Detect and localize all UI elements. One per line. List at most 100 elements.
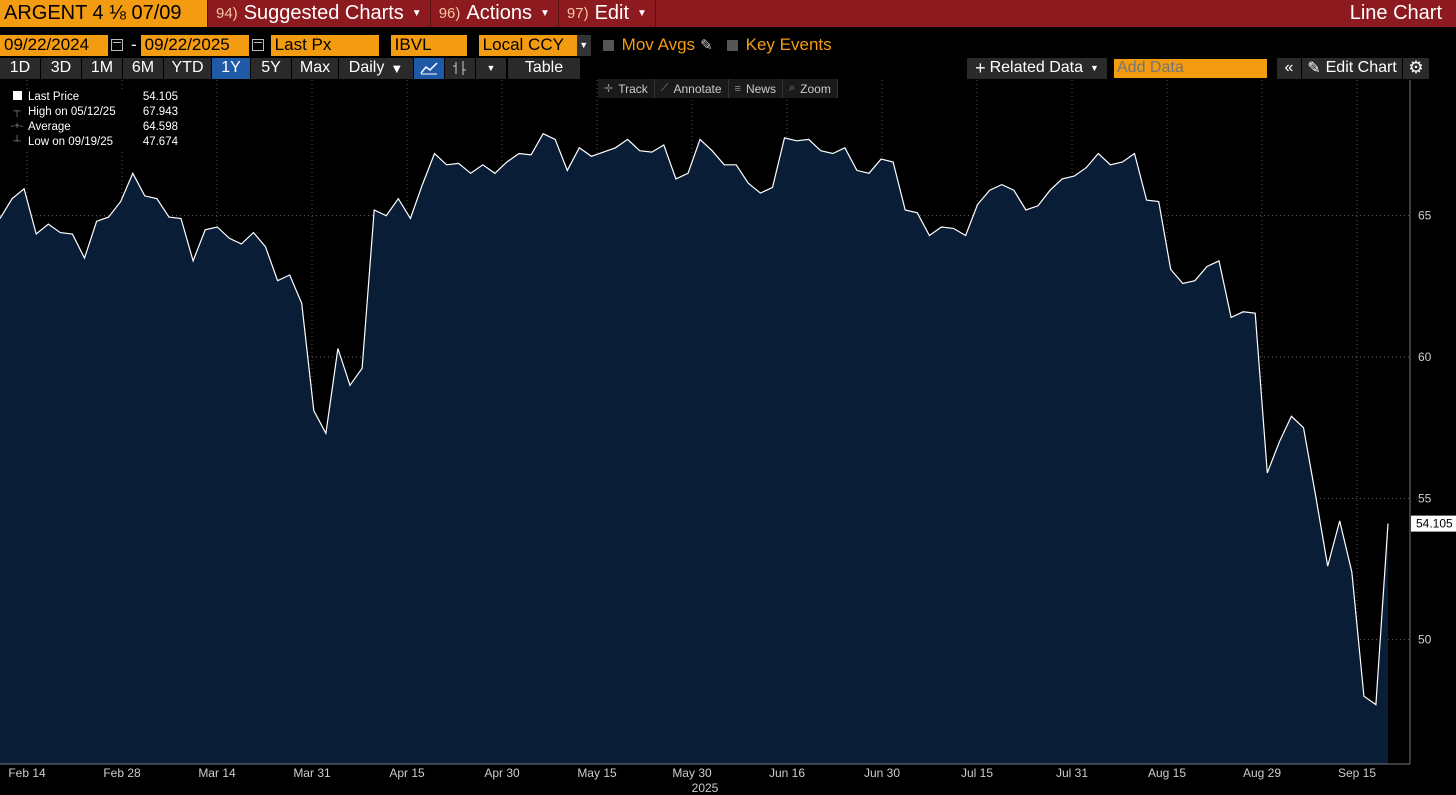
legend-value: 47.674 [142,135,178,148]
average-marker-icon: -+- [10,121,24,132]
news-label: News [745,81,776,96]
date-separator: - [131,35,137,54]
x-tick-label: Feb 14 [8,766,46,780]
legend-row-low: ┴ Low on 09/19/25 47.674 [6,134,178,149]
mov-avgs-label: Mov Avgs [621,35,696,54]
menu-label: Actions [466,2,532,24]
x-tick-label: Jul 15 [961,766,993,780]
legend-name: Last Price [28,90,80,103]
legend-value: 67.943 [142,105,178,118]
period-6m-button[interactable]: 6M [123,57,163,79]
period-1y-button[interactable]: 1Y [212,57,250,79]
caret-down-icon: ▼ [390,60,404,76]
related-data-button[interactable]: + Related Data ▼ [967,57,1107,79]
suggested-charts-menu[interactable]: 94) Suggested Charts ▼ [207,0,430,27]
calendar-icon[interactable] [251,39,264,51]
period-1m-button[interactable]: 1M [82,57,122,79]
x-tick-label: May 15 [577,766,617,780]
last-price-tag-text: 54.105 [1416,517,1453,531]
legend-name: High on 05/12/25 [28,105,116,118]
legend-value: 54.105 [142,90,178,103]
frequency-select[interactable]: Daily ▼ [339,57,413,79]
edit-chart-label: Edit Chart [1325,59,1397,76]
x-axis: Feb 14 Feb 28 Mar 14 Mar 31 Apr 15 Apr 30 May … [0,763,1410,795]
menu-label: Edit [594,2,630,24]
annotate-label: Annotate [673,81,722,96]
chart-type-title: Line Chart [1349,2,1442,24]
high-marker-icon: ┬ [13,106,21,117]
chevron-down-icon[interactable]: ▼ [476,57,506,79]
legend-name: Low on 09/19/25 [28,135,114,148]
caret-down-icon: ▼ [411,8,422,19]
period-3d-button[interactable]: 3D [41,57,81,79]
key-events-label: Key Events [745,35,832,54]
gear-icon[interactable]: ⚙ [1403,57,1429,79]
legend-marker [6,90,28,103]
security-ticker-field[interactable]: ARGENT 4 ⅛ 07/09 [0,0,207,27]
y-tick-label: 60 [1418,350,1432,364]
period-toolbar: 1D 3D 1M 6M YTD 1Y 5Y Max Daily ▼ ▼ Tabl… [0,57,1456,79]
y-tick-label: 55 [1418,491,1432,505]
menu-number: 94) [216,5,238,22]
related-data-label: Related Data [989,59,1083,76]
caret-down-icon: ▼ [1089,63,1099,73]
pencil-icon: ✎ [1307,60,1321,77]
caret-down-icon: ▼ [637,8,647,19]
crosshair-icon: ✛ [604,83,614,95]
end-date-field[interactable]: 09/22/2025 [140,34,249,56]
x-tick-label: Apr 30 [484,766,520,780]
y-tick-label: 50 [1418,633,1432,647]
pricing-source-field[interactable]: IBVL [390,34,467,56]
x-axis-year-label: 2025 [692,781,719,795]
caret-down-icon: ▼ [539,8,550,19]
checkbox[interactable] [726,39,738,51]
menu-number: 97) [566,5,589,22]
period-ytd-button[interactable]: YTD [164,57,211,79]
chart-tool-strip: ✛ Track ⟋ Annotate ≡ News ⌕ Zoom [598,79,838,98]
add-data-input[interactable] [1114,58,1267,78]
legend-row-high: ┬ High on 05/12/25 67.943 [6,104,178,119]
low-marker-icon: ┴ [13,136,21,147]
x-tick-label: Aug 15 [1148,766,1186,780]
edit-menu[interactable]: 97) Edit ▼ [557,0,656,27]
annotate-icon: ⟋ [660,82,669,94]
x-tick-label: Sep 15 [1338,766,1376,780]
toolbar-spacer [581,57,966,79]
x-tick-label: Jul 31 [1056,766,1088,780]
line-chart-icon[interactable] [414,57,444,79]
start-date-field[interactable]: 09/22/2024 [0,34,108,56]
price-chart[interactable]: 50 55 60 65 Feb 14 Feb 28 Mar 14 Mar 31 Apr 15 A… [0,80,1456,795]
collapse-icon[interactable]: « [1277,57,1301,79]
x-tick-label: Aug 29 [1243,766,1281,780]
x-tick-label: Feb 28 [103,766,141,780]
table-button[interactable]: Table [508,57,580,79]
legend-row-last: Last Price 54.105 [6,89,178,104]
calendar-icon[interactable] [111,39,123,51]
zoom-label: Zoom [800,81,831,96]
currency-select[interactable]: Local CCY [478,34,577,56]
news-tool[interactable]: ≡ News [729,79,783,98]
chevron-down-icon[interactable]: ▼ [576,34,591,56]
mov-avgs-toggle[interactable]: Mov Avgs ✎ [602,35,713,55]
x-tick-label: Apr 15 [389,766,425,780]
pencil-icon[interactable]: ✎ [700,37,713,54]
zoom-tool[interactable]: ⌕ Zoom [783,79,838,98]
key-events-toggle[interactable]: Key Events [726,35,832,55]
chart-legend: Last Price 54.105 ┬ High on 05/12/25 67.… [6,89,178,149]
track-tool[interactable]: ✛ Track [598,79,655,98]
bar-chart-icon[interactable] [445,57,475,79]
period-5y-button[interactable]: 5Y [251,57,291,79]
x-tick-label: Mar 14 [198,766,236,780]
annotate-tool[interactable]: ⟋ Annotate [655,79,729,98]
last-price-tag: 54.105 [1411,515,1456,532]
edit-chart-button[interactable]: ✎ Edit Chart [1302,57,1402,79]
x-tick-label: Jun 30 [864,766,900,780]
period-max-button[interactable]: Max [292,57,338,79]
field-select[interactable]: Last Px [270,34,379,56]
actions-menu[interactable]: 96) Actions ▼ [429,0,558,27]
top-menu-bar: ARGENT 4 ⅛ 07/09 94) Suggested Charts ▼ … [0,0,1456,27]
period-1d-button[interactable]: 1D [0,57,40,79]
legend-value: 64.598 [142,120,178,133]
checkbox[interactable] [602,39,614,51]
x-tick-label: Jun 16 [769,766,805,780]
